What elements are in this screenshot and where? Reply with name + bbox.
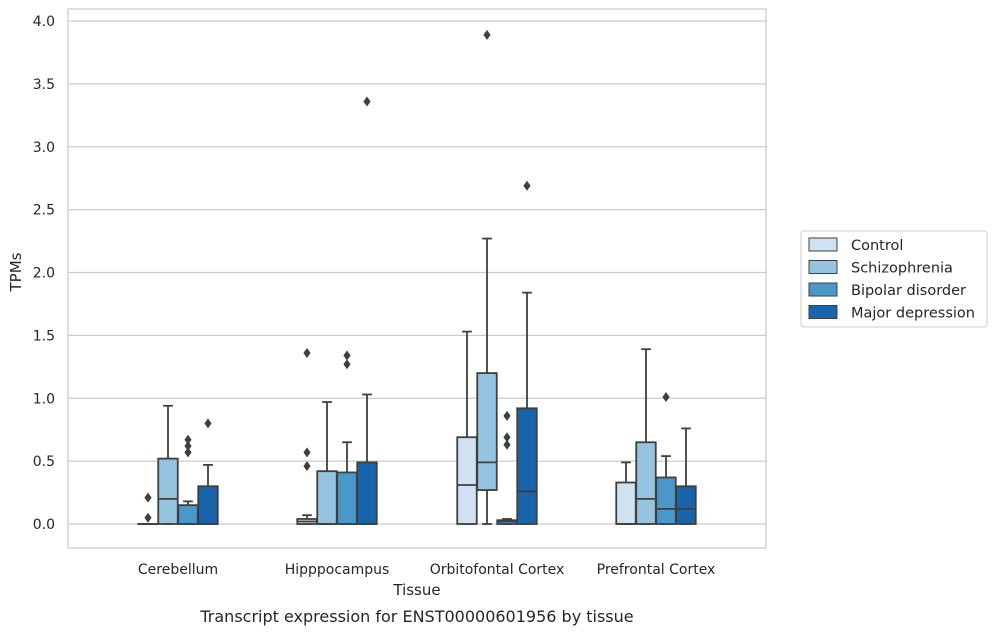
box-plot bbox=[336, 350, 358, 525]
y-tick-label: 2.5 bbox=[33, 203, 55, 219]
box-plot bbox=[675, 427, 697, 525]
outlier-point bbox=[483, 29, 491, 40]
outlier-point bbox=[662, 391, 670, 402]
box-iqr bbox=[316, 470, 338, 525]
outlier-point bbox=[503, 432, 511, 443]
outlier-point bbox=[144, 492, 152, 503]
chart-caption: Transcript expression for ENST0000060195… bbox=[199, 607, 633, 626]
legend-swatch bbox=[808, 237, 838, 252]
box-plot bbox=[496, 410, 518, 525]
y-tick-label: 0.5 bbox=[33, 454, 55, 470]
legend: Control Schizophrenia Bipolar disorder Majo… bbox=[800, 230, 988, 328]
x-axis-label: Tissue bbox=[392, 581, 440, 599]
y-tick-label: 2.0 bbox=[33, 266, 55, 282]
box-plot bbox=[296, 347, 318, 525]
outlier-point bbox=[363, 96, 371, 107]
box-plot bbox=[197, 418, 219, 525]
x-tick-labels: Cerebellum Hipppocampus Orbitofontal Corte… bbox=[138, 562, 715, 578]
outlier-point bbox=[303, 347, 311, 358]
x-tick-label: Orbitofontal Cortex bbox=[430, 562, 565, 578]
x-tick-label: Cerebellum bbox=[138, 562, 218, 578]
outlier-point bbox=[303, 447, 311, 458]
legend-swatch bbox=[808, 260, 838, 274]
box-plot bbox=[655, 391, 677, 525]
y-tick-label: 4.0 bbox=[33, 14, 55, 30]
box-plot bbox=[137, 492, 159, 525]
box-iqr bbox=[476, 372, 498, 491]
box-plot bbox=[157, 404, 179, 525]
box-plot bbox=[316, 401, 338, 525]
box-iqr bbox=[635, 441, 657, 525]
box-plot bbox=[356, 96, 378, 525]
x-tick-label: Hipppocampus bbox=[285, 562, 390, 578]
box-iqr bbox=[157, 457, 179, 525]
outlier-point bbox=[523, 180, 531, 191]
outlier-point bbox=[503, 410, 511, 421]
box-iqr bbox=[356, 461, 378, 525]
x-tick-label: Prefrontal Cortex bbox=[597, 562, 716, 578]
legend-label: Major depression bbox=[851, 306, 975, 322]
box-plot bbox=[516, 180, 538, 525]
box-plots bbox=[137, 29, 697, 525]
box-iqr bbox=[197, 485, 219, 525]
outlier-point bbox=[343, 359, 351, 370]
box-plot bbox=[177, 434, 199, 525]
y-tick-label: 3.0 bbox=[33, 140, 55, 156]
outlier-point bbox=[343, 350, 351, 361]
box-plot bbox=[476, 29, 498, 525]
outlier-point bbox=[184, 447, 192, 458]
y-tick-label: 1.0 bbox=[33, 391, 55, 407]
box-iqr bbox=[456, 436, 478, 525]
y-tick-label: 1.5 bbox=[33, 328, 55, 344]
outlier-point bbox=[184, 434, 192, 445]
box-iqr bbox=[675, 485, 697, 525]
box-plot bbox=[635, 348, 657, 525]
outlier-point bbox=[184, 441, 192, 452]
box-iqr bbox=[615, 481, 637, 525]
box-iqr bbox=[655, 476, 677, 525]
y-axis-label: TPMs bbox=[7, 252, 25, 292]
box-plot bbox=[456, 330, 478, 525]
plot-frame bbox=[67, 8, 767, 549]
legend-swatch bbox=[808, 282, 838, 297]
y-tick-label: 3.5 bbox=[33, 77, 55, 93]
legend-frame bbox=[800, 230, 988, 328]
legend-swatch bbox=[808, 305, 838, 319]
legend-label: Bipolar disorder bbox=[851, 283, 966, 299]
gridlines bbox=[68, 20, 766, 525]
box-plot bbox=[615, 461, 637, 525]
box-iqr bbox=[177, 504, 199, 525]
outlier-point bbox=[204, 418, 212, 429]
y-tick-labels: 0.0 0.5 1.0 1.5 2.0 2.5 3.0 3.5 4.0 bbox=[33, 14, 55, 533]
legend-label: Control bbox=[851, 238, 903, 254]
box-iqr bbox=[516, 407, 538, 525]
outlier-point bbox=[503, 439, 511, 450]
y-tick-label: 0.0 bbox=[33, 517, 55, 533]
outlier-point bbox=[144, 512, 152, 523]
outlier-point bbox=[303, 461, 311, 472]
legend-label: Schizophrenia bbox=[851, 261, 953, 277]
box-iqr bbox=[336, 471, 358, 525]
